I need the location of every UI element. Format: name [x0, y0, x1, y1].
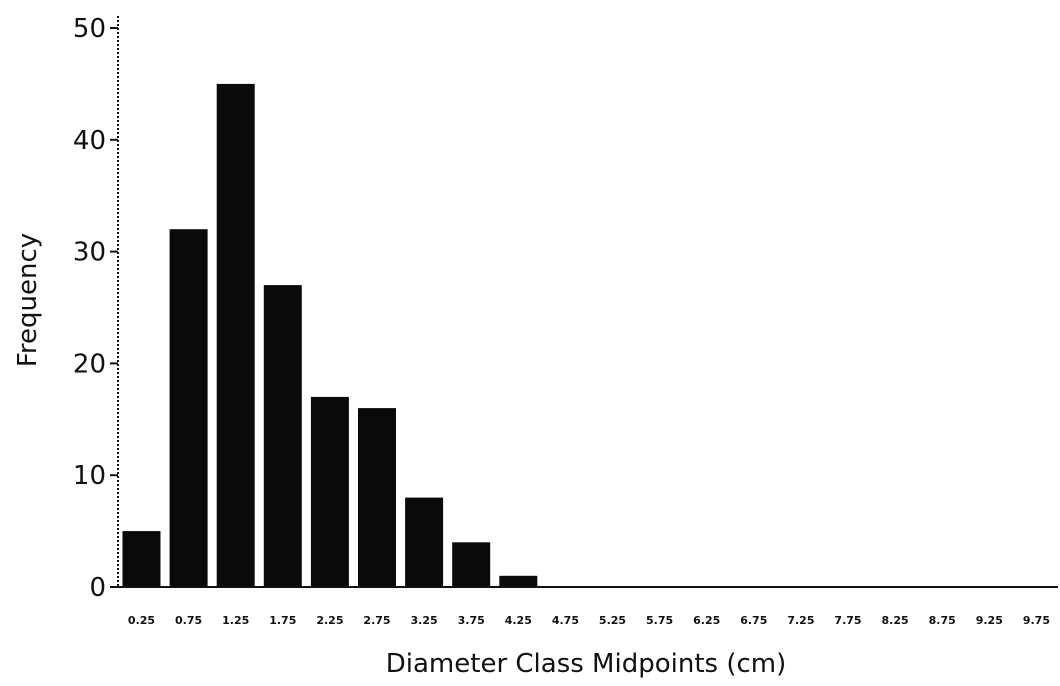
x-tick-label-5.75: 5.75 [646, 614, 673, 627]
x-tick-label-3.75: 3.75 [458, 614, 485, 627]
bar-3.75 [452, 542, 491, 587]
bar-1.25 [216, 83, 255, 588]
x-tick-label-4.75: 4.75 [552, 614, 579, 627]
x-ticks-group: 0.25 0.75 1.25 1.75 2.25 2.75 3.25 3.75 4.25 4.75… [128, 614, 1050, 627]
x-tick-label-8.75: 8.75 [929, 614, 956, 627]
bar-0.75 [169, 229, 208, 587]
y-axis-label: Frequency [13, 233, 43, 367]
x-tick-label-6.75: 6.75 [740, 614, 767, 627]
x-tick-label-2.25: 2.25 [316, 614, 343, 627]
bar-2.75 [358, 408, 396, 587]
x-tick-label-1.25: 1.25 [222, 614, 249, 627]
x-tick-label-0.75: 0.75 [175, 614, 202, 627]
bar-3.25 [405, 497, 444, 587]
x-tick-label-5.25: 5.25 [599, 614, 626, 627]
x-tick-label-7.75: 7.75 [834, 614, 861, 627]
bar-2.25 [310, 396, 349, 587]
x-tick-label-0.25: 0.25 [128, 614, 155, 627]
y-tick-label-0: 0 [89, 573, 106, 603]
y-tick-label-20: 20 [73, 349, 106, 379]
bar-1.75 [263, 285, 302, 587]
x-tick-label-4.25: 4.25 [505, 614, 532, 627]
y-ticks-group: 0 10 20 30 40 50 [73, 14, 118, 603]
bars-group [122, 83, 538, 588]
x-tick-label-9.75: 9.75 [1023, 614, 1050, 627]
x-tick-label-1.75: 1.75 [269, 614, 296, 627]
x-axis-label: Diameter Class Midpoints (cm) [386, 649, 787, 679]
y-tick-label-50: 50 [73, 14, 106, 44]
x-tick-label-6.25: 6.25 [693, 614, 720, 627]
bar-0.25 [122, 531, 161, 587]
x-tick-label-3.25: 3.25 [411, 614, 438, 627]
y-tick-label-10: 10 [73, 461, 106, 491]
x-tick-label-7.25: 7.25 [787, 614, 814, 627]
y-tick-label-30: 30 [73, 238, 106, 268]
bar-4.25 [499, 575, 538, 587]
y-tick-label-40: 40 [73, 126, 106, 156]
x-tick-label-8.25: 8.25 [882, 614, 909, 627]
x-tick-label-9.25: 9.25 [976, 614, 1003, 627]
x-tick-label-2.75: 2.75 [363, 614, 390, 627]
